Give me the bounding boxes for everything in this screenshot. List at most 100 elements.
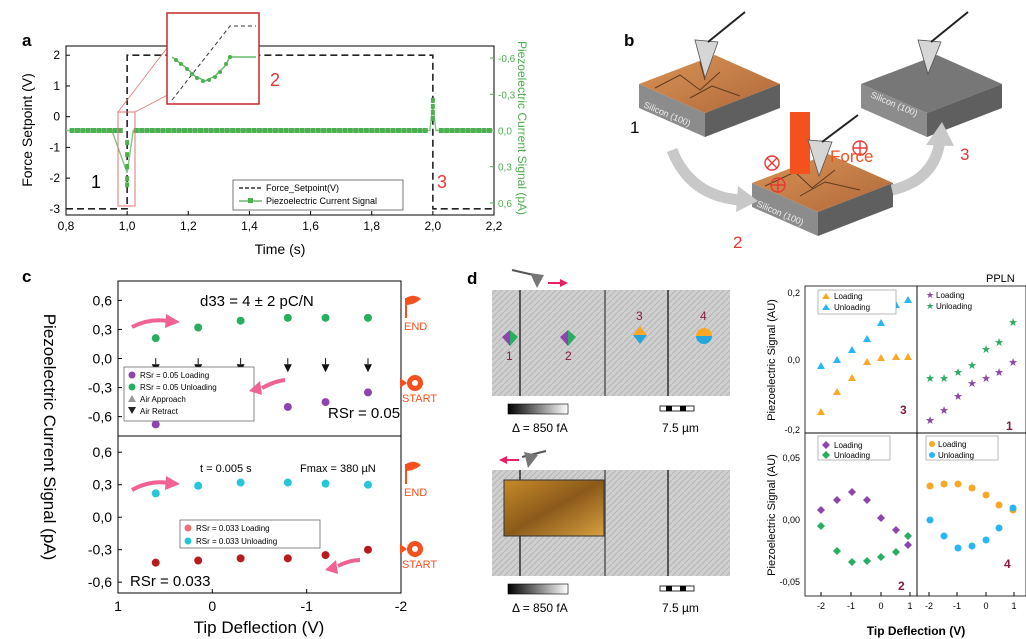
- region-label-1: 1: [91, 172, 101, 192]
- d-y-tick-label-top: -0,2: [784, 425, 800, 435]
- piezo-signal-point: [401, 128, 407, 133]
- piezo-signal-point: [214, 128, 220, 133]
- piezo-spike-point-1: [125, 164, 130, 170]
- rsr0033-loading-point: [194, 556, 203, 565]
- ppln-label: PPLN: [986, 273, 1015, 285]
- panel-c-ylabel: Piezoelectric Current Signal (pA): [40, 314, 59, 561]
- subplot-4-legend: Loading Unloading: [925, 435, 999, 461]
- sub4-loading-point: [968, 484, 976, 492]
- zoom-inset: [166, 12, 260, 105]
- legend-air-retract: Air Retract: [140, 407, 179, 416]
- colorbar-bottom: [507, 583, 569, 595]
- sub4-unloading-point: [968, 542, 976, 550]
- panel-c-bottom-y-ticks: 0,6 0,3 0,0 -0,3 -0,6: [88, 444, 122, 590]
- piezo-signal-point: [96, 128, 102, 133]
- panel-d-letter: d: [467, 269, 477, 288]
- start-icon-bottom: [400, 541, 423, 557]
- force-setpoint-line: [66, 54, 494, 210]
- map-marker-1: [502, 330, 518, 346]
- legend-rsr0033-loading: RSr = 0.033 Loading: [196, 524, 270, 533]
- panel-c-bottom-legend: RSr = 0.033 Loading RSr = 0.033 Unloadin…: [179, 519, 321, 549]
- zoom-connector-left: [117, 47, 168, 113]
- piezo-signal-point: [321, 128, 327, 133]
- end-flag-top: [405, 295, 421, 318]
- piezo-spike-point-1: [125, 182, 130, 188]
- d-x-tick-label: 1: [1011, 601, 1016, 611]
- subplot-number-1: 1: [1006, 419, 1013, 433]
- rsr005-unloading-point: [283, 313, 292, 322]
- c-y-tick-label: -0,3: [88, 542, 112, 558]
- legend-rsr005-unloading: RSr = 0.05 Unloading: [140, 383, 217, 392]
- sub4-loading-point: [995, 501, 1003, 509]
- a-y-tick-label-left: 2: [53, 48, 60, 62]
- sub4-loading-point: [926, 482, 934, 490]
- rsr0033-unloading-point: [363, 480, 372, 489]
- sub2-loading-point: [863, 496, 871, 504]
- piezo-signal-point: [85, 128, 91, 133]
- piezo-signal-point: [294, 128, 300, 133]
- c-y-tick-label: 0,3: [93, 477, 113, 493]
- piezo-signal-point: [337, 128, 343, 133]
- piezo-signal-point: [283, 128, 289, 133]
- step-label-3: 3: [960, 145, 969, 164]
- subplot-3-legend: Loading Unloading: [817, 289, 897, 315]
- piezo-signal-point: [412, 128, 418, 133]
- piezo-signal-point: [240, 128, 246, 133]
- piezo-signal-point: [449, 128, 455, 133]
- rsr0033-unloading-point: [194, 481, 203, 490]
- subplot-3-legend-unloading: Unloading: [834, 303, 870, 312]
- piezo-signal-point: [347, 128, 353, 133]
- piezo-signal-point: [315, 128, 321, 133]
- d-x-tick-label: 0: [878, 601, 883, 611]
- piezo-signal-point: [165, 128, 171, 133]
- panel-d-points: ★★★★ ★ ★★★ ★ ★★★★★: [817, 296, 1018, 566]
- zoom-inset-points: [174, 55, 232, 83]
- piezo-signal-point: [385, 128, 391, 133]
- piezo-spike-point-1: [125, 140, 130, 146]
- svg-text:★: ★: [926, 301, 934, 311]
- legend-air-approach: Air Approach: [140, 395, 186, 404]
- map-marker-label-2: 2: [565, 349, 572, 363]
- piezo-signal-point: [155, 128, 161, 133]
- air-retract-point: [363, 364, 372, 373]
- sub4-unloading-point: [982, 536, 990, 544]
- sub2-loading-point: [848, 488, 856, 496]
- panel-c-xlabel: Tip Deflection (V): [194, 618, 325, 637]
- end-label-bottom: END: [404, 487, 427, 499]
- sub3-loading-point: [904, 353, 912, 360]
- piezo-signal-point: [117, 128, 123, 133]
- piezo-signal-point: [305, 128, 311, 133]
- sub1-unloading-point: ★: [967, 360, 977, 372]
- piezo-signal-point: [262, 128, 268, 133]
- piezo-signal-point: [107, 128, 113, 133]
- d-y-tick-label-top: 0,2: [787, 288, 800, 298]
- d-y-tick-label-bottom: 0,00: [782, 515, 800, 525]
- panel-c-top-y-ticks: 0,6 0,3 0,0 -0,3 -0,6: [88, 292, 122, 425]
- piezo-signal-line: [66, 106, 494, 173]
- piezo-signal-point: [486, 128, 492, 133]
- sub2-unloading-point: [833, 547, 841, 555]
- panel-d-ylabel-top: Piezoelectric Signal (AU): [766, 299, 778, 421]
- piezo-signal-point: [379, 128, 385, 133]
- piezo-signal-point: [460, 128, 466, 133]
- sub2-unloading-point: [863, 557, 871, 565]
- sub1-unloading-point: ★: [981, 344, 991, 356]
- subplot-2-legend: Loading Unloading: [817, 435, 891, 461]
- sub3-loading-point: [848, 374, 856, 381]
- panel-c: c 1 0 -1 -2 0,6 0,3 0,0 -0,3 -0,6 0,6 0,3 0,0 -0,3…: [22, 267, 437, 637]
- sub4-loading-point: [982, 491, 990, 499]
- sub4-loading-point: [954, 480, 962, 488]
- piezo-signal-point: [187, 128, 193, 133]
- piezo-spike-point-2: [430, 97, 435, 103]
- panel-c-bottom-frame: [117, 435, 402, 594]
- sub1-unloading-point: ★: [925, 373, 935, 385]
- map-marker-2: [560, 330, 576, 346]
- rsr005-unloading-point: [236, 316, 245, 325]
- piezo-spike-point-2: [430, 103, 435, 109]
- piezo-signal-point: [112, 128, 118, 133]
- piezo-signal-point: [374, 128, 380, 133]
- d-x-tick-label: -2: [925, 601, 933, 611]
- piezo-signal-point: [358, 128, 364, 133]
- panel-d-ticks: -2 -1 0 1 -2 -1 0 1 0,2 0,0 -0,2 0,05 0,00 -0,05: [779, 288, 1016, 611]
- sub3-loading-point: [863, 358, 871, 365]
